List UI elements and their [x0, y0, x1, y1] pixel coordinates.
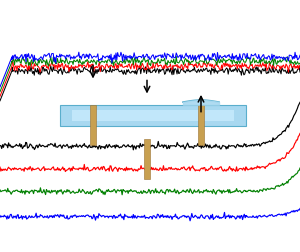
- Bar: [72, 110, 234, 121]
- Bar: [198, 105, 204, 145]
- Bar: [90, 105, 96, 145]
- Bar: [60, 105, 246, 126]
- Bar: [144, 139, 150, 179]
